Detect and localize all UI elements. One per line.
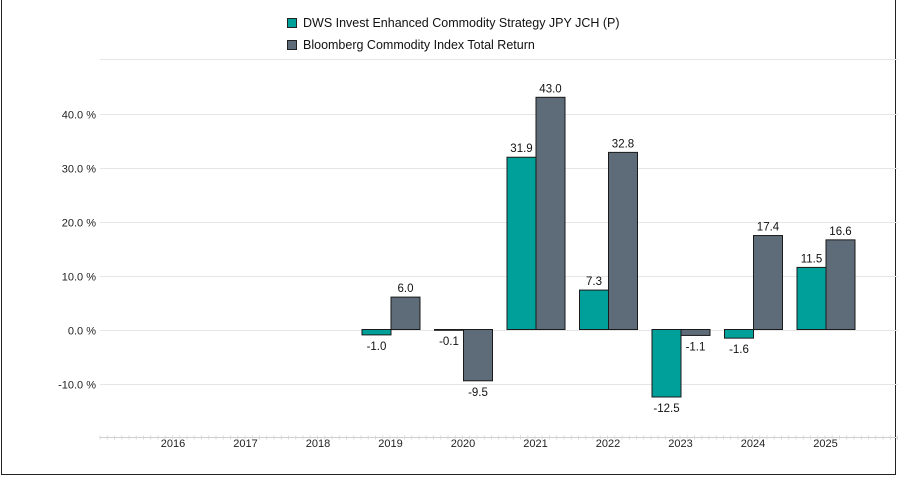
data-label-fund-2019: -1.0 (367, 341, 387, 353)
bar-index-2022 (608, 151, 638, 330)
legend-item-index[interactable]: Bloomberg Commodity Index Total Return (287, 35, 620, 54)
bar-fund-2025 (796, 266, 827, 330)
bar-index-2024 (753, 235, 783, 330)
x-tick-label-2020: 2020 (451, 438, 475, 450)
y-tick-label-3: 20.0 % (62, 218, 96, 230)
bar-fund-2019 (361, 329, 392, 336)
bar-fund-2021 (506, 156, 537, 330)
bar-fund-2022 (579, 289, 609, 330)
bar-index-2023 (680, 329, 711, 336)
x-tick-label-2025: 2025 (813, 438, 837, 450)
legend-label-index: Bloomberg Commodity Index Total Return (303, 37, 535, 52)
legend-swatch-fund (287, 17, 297, 28)
data-label-index-2022: 32.8 (612, 138, 634, 150)
bar-fund-2020 (434, 329, 464, 331)
data-label-index-2025: 16.6 (829, 226, 851, 238)
data-label-fund-2025: 11.5 (801, 253, 823, 265)
data-label-index-2021: 43.0 (539, 83, 561, 95)
x-tick-label-2023: 2023 (668, 438, 692, 450)
chart-legend: DWS Invest Enhanced Commodity Strategy J… (287, 13, 620, 57)
legend-swatch-index (287, 39, 297, 50)
x-tick-label-2017: 2017 (233, 438, 257, 450)
y-tick-label-0: -10.0 % (58, 380, 96, 392)
data-label-index-2024: 17.4 (757, 222, 780, 234)
data-label-fund-2022: 7.3 (586, 276, 602, 288)
legend-label-fund: DWS Invest Enhanced Commodity Strategy J… (303, 15, 620, 30)
y-tick-label-2: 10.0 % (62, 272, 96, 284)
data-label-fund-2023: -12.5 (653, 403, 679, 415)
y-tick-label-4: 30.0 % (62, 164, 96, 176)
data-label-fund-2024: -1.6 (729, 344, 749, 356)
legend-item-fund[interactable]: DWS Invest Enhanced Commodity Strategy J… (287, 13, 620, 32)
data-label-index-2020: -9.5 (468, 387, 488, 399)
bar-fund-2023 (651, 329, 682, 398)
y-tick-label-1: 0.0 % (68, 326, 96, 338)
data-label-fund-2021: 31.9 (510, 143, 532, 155)
bar-fund-2024 (724, 329, 754, 339)
x-tick-label-2018: 2018 (306, 438, 330, 450)
bar-index-2025 (825, 239, 856, 330)
bar-index-2021 (535, 96, 566, 330)
bar-index-2019 (390, 296, 421, 331)
x-tick-label-2016: 2016 (161, 438, 185, 450)
y-tick-label-5: 40.0 % (62, 110, 96, 122)
x-tick-label-2024: 2024 (741, 438, 765, 450)
x-tick-label-2021: 2021 (523, 438, 547, 450)
data-label-index-2023: -1.1 (686, 341, 706, 353)
bar-index-2020 (463, 329, 493, 382)
x-tick-label-2019: 2019 (378, 438, 402, 450)
data-label-fund-2020: -0.1 (439, 336, 459, 348)
x-tick-label-2022: 2022 (596, 438, 620, 450)
data-label-index-2019: 6.0 (398, 283, 414, 295)
